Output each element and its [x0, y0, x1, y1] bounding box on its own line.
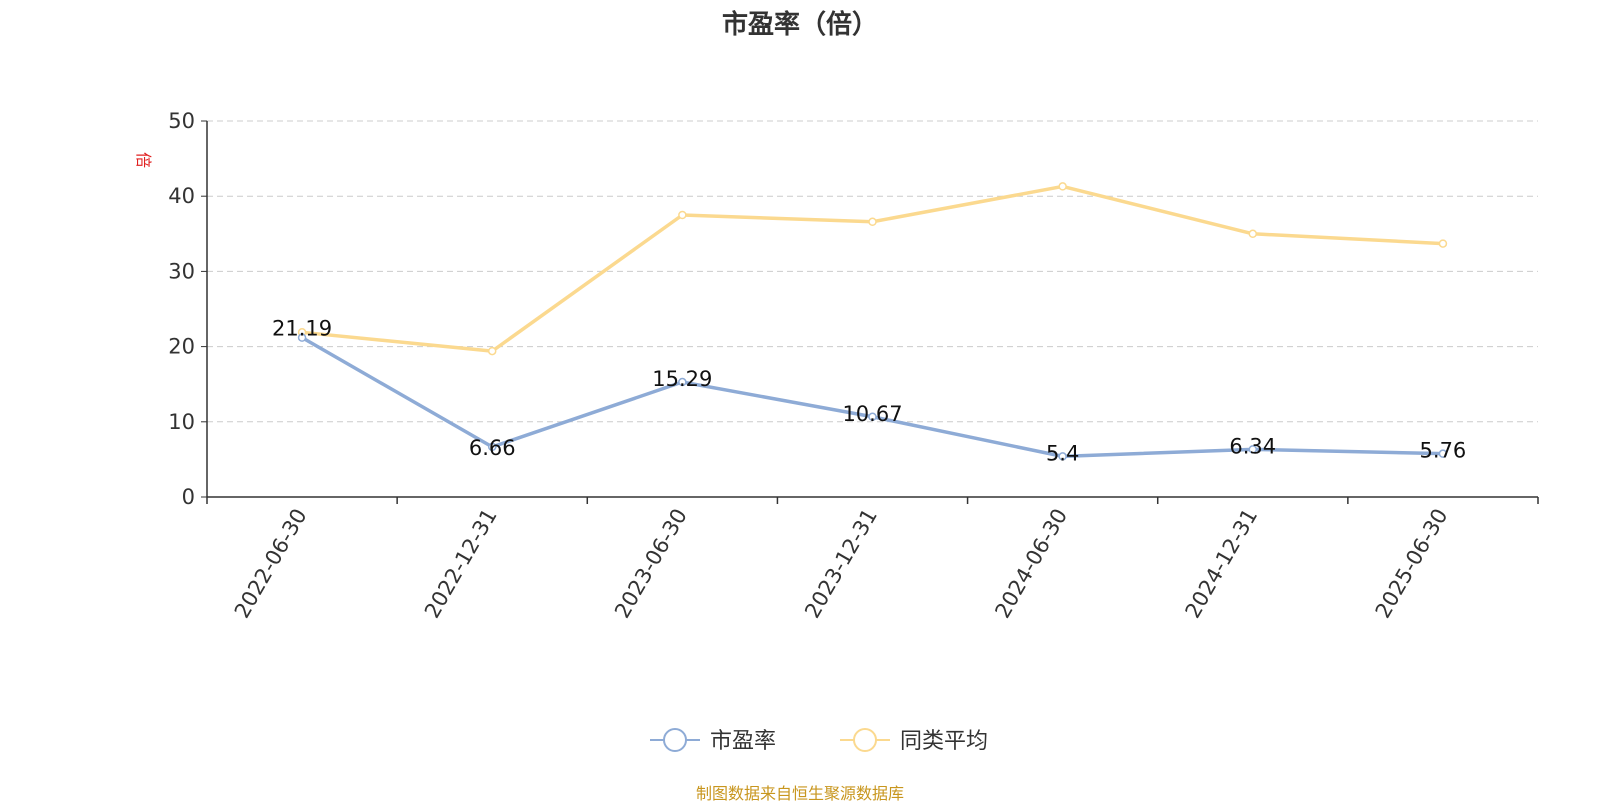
y-tick-label: 20 [168, 335, 195, 359]
data-label: 10.67 [842, 402, 902, 426]
data-point [1058, 182, 1067, 191]
series-line [301, 184, 1444, 353]
data-label: 6.66 [469, 436, 516, 460]
x-tick-label: 2022-06-30 [230, 505, 312, 623]
y-axis-unit-label: 倍 [134, 152, 153, 168]
x-tick-label: 2023-06-30 [610, 505, 692, 623]
legend-marker [663, 728, 687, 752]
data-label: 21.19 [272, 317, 332, 341]
legend-label: 市盈率 [710, 729, 776, 754]
data-point [678, 210, 687, 220]
data-point [868, 412, 877, 422]
y-tick-label: 0 [182, 485, 195, 509]
chart-title: 市盈率（倍） [721, 10, 878, 40]
data-label: 5.76 [1420, 439, 1467, 463]
y-tick-label: 40 [168, 184, 195, 208]
data-point [1438, 449, 1448, 458]
data-point [678, 377, 687, 387]
data-point [297, 333, 307, 342]
series [297, 182, 1448, 461]
source-footer: 制图数据来自恒生聚源数据库 [695, 784, 904, 803]
legend-item[interactable]: 同类平均 [840, 728, 988, 754]
x-tick-label: 2022-12-31 [420, 505, 502, 623]
data-label: 5.4 [1046, 441, 1079, 465]
legend-marker [853, 728, 877, 752]
axes: 0 10 20 30 40 50 2022-06-30 2022-12-31 2023-06-3… [168, 109, 1539, 623]
x-tick-label: 2024-06-30 [990, 505, 1072, 623]
data-point [1438, 239, 1448, 248]
data-point [1248, 229, 1258, 239]
y-tick-label: 50 [168, 109, 195, 133]
data-labels: 21.19 6.66 15.29 10.67 5.4 6.34 5.76 [272, 317, 1466, 466]
grid-lines [207, 120, 1538, 423]
y-tick-label: 30 [168, 259, 195, 283]
data-point [1248, 445, 1258, 454]
legend-label: 同类平均 [900, 729, 988, 754]
y-tick-label: 10 [168, 410, 195, 434]
data-label: 6.34 [1229, 434, 1276, 458]
x-tick-label: 2023-12-31 [800, 505, 882, 623]
data-label: 15.29 [652, 367, 712, 391]
data-point [487, 442, 497, 452]
data-point [487, 346, 497, 356]
legend[interactable]: 市盈率 同类平均 [650, 728, 988, 754]
x-tick-label: 2025-06-30 [1371, 505, 1453, 623]
data-point [868, 217, 877, 227]
legend-item[interactable]: 市盈率 [650, 728, 776, 754]
x-tick-label: 2024-12-31 [1181, 505, 1263, 623]
data-point [1058, 452, 1067, 461]
